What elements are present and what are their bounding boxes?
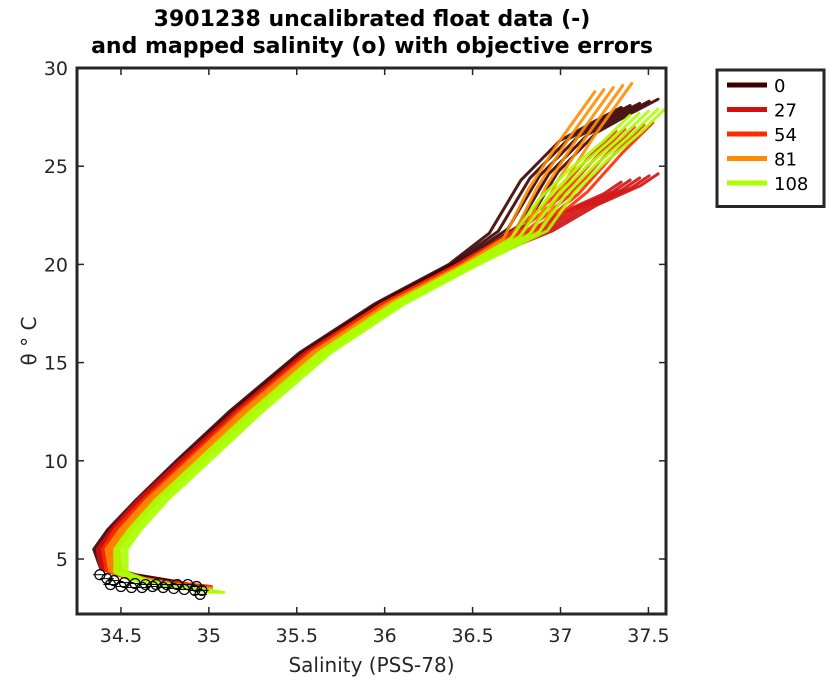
mapped-point [147, 580, 159, 593]
y-tick-label: 5 [56, 549, 68, 571]
plot-area: 34.5 35 35.5 36 36.5 37 37.5 5 10 15 20 25 30 Salinit… [17, 58, 670, 677]
mapped-point [168, 582, 180, 595]
y-tick-label: 30 [44, 58, 68, 80]
x-axis: 34.5 35 35.5 36 36.5 37 37.5 [100, 68, 670, 647]
mapped-point [194, 588, 206, 600]
y-axis: 5 10 15 20 25 30 [44, 58, 666, 571]
y-tick-label: 10 [44, 451, 68, 473]
axes-background [77, 68, 666, 614]
x-axis-label: Salinity (PSS-78) [288, 653, 454, 677]
mapped-point [136, 581, 148, 594]
mapped-point [101, 573, 113, 585]
data-layer [92, 82, 666, 600]
x-tick-label: 36.5 [451, 625, 493, 647]
y-tick-label: 25 [44, 156, 68, 178]
legend-label-81: 81 [774, 150, 797, 171]
legend: 0 27 54 81 108 [715, 68, 826, 208]
legend-label-27: 27 [774, 101, 797, 122]
mapped-point [157, 581, 169, 594]
y-tick-label: 20 [44, 254, 68, 276]
series-line-108-4 [125, 105, 666, 594]
mapped-points-group [92, 569, 209, 600]
x-tick-label: 34.5 [100, 625, 142, 647]
y-axis-label: θ ° C [17, 317, 41, 366]
mapped-point [178, 583, 190, 596]
chart-title: 3901238 uncalibrated float data (-) and … [91, 7, 653, 59]
x-tick-label: 36 [373, 625, 397, 647]
series-108-group [113, 105, 666, 594]
x-tick-label: 35 [197, 625, 221, 647]
x-tick-label: 37 [548, 625, 572, 647]
mapped-point [108, 575, 120, 587]
mapped-point [115, 580, 127, 593]
x-tick-label: 35.5 [276, 625, 318, 647]
title-line-1: 3901238 uncalibrated float data (-) [154, 7, 591, 32]
legend-label-0: 0 [774, 76, 785, 97]
legend-label-108: 108 [774, 174, 808, 195]
legend-label-54: 54 [774, 125, 797, 146]
y-tick-label: 15 [44, 353, 68, 375]
axes-box [75, 66, 668, 616]
mapped-point [104, 578, 117, 591]
x-tick-label: 37.5 [627, 625, 669, 647]
title-line-2: and mapped salinity (o) with objective e… [91, 34, 653, 59]
